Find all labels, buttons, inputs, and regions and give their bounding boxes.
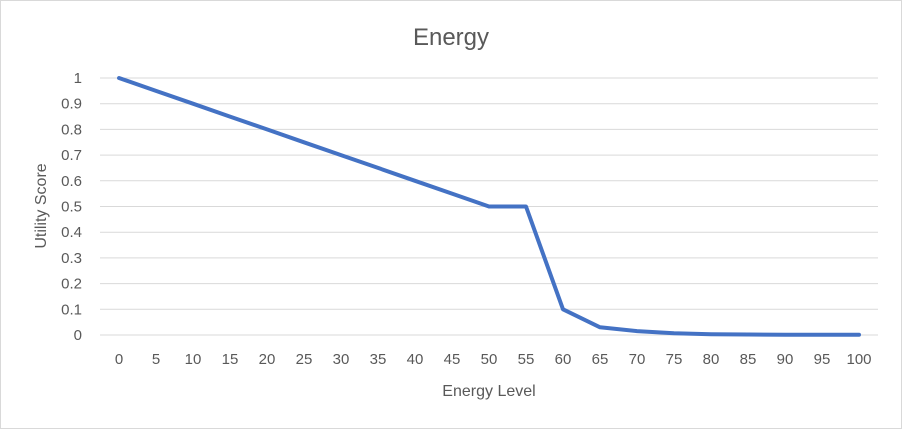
x-tick-label: 15 bbox=[222, 351, 239, 368]
y-tick-label: 0 bbox=[74, 327, 82, 344]
y-axis-label: Utility Score bbox=[33, 163, 50, 248]
x-tick-label: 55 bbox=[518, 351, 535, 368]
x-tick-label: 35 bbox=[370, 351, 387, 368]
y-tick-label: 0.5 bbox=[61, 199, 82, 216]
y-tick-label: 0.4 bbox=[61, 224, 82, 241]
y-tick-label: 0.3 bbox=[61, 250, 82, 267]
series-line bbox=[117, 76, 861, 337]
y-tick-label: 0.1 bbox=[61, 301, 82, 318]
x-tick-label: 95 bbox=[814, 351, 831, 368]
x-tick-label: 75 bbox=[666, 351, 683, 368]
x-tick-label: 0 bbox=[115, 351, 123, 368]
x-tick-label: 85 bbox=[740, 351, 757, 368]
x-tick-label: 20 bbox=[259, 351, 276, 368]
x-axis-tick-labels: 0 5 10 15 20 25 30 35 40 45 50 55 60 65 70 75 80 85 90 95 10… bbox=[115, 351, 872, 368]
x-tick-label: 90 bbox=[777, 351, 794, 368]
y-tick-label: 0.2 bbox=[61, 276, 82, 293]
x-tick-label: 50 bbox=[481, 351, 498, 368]
x-axis-label: Energy Level bbox=[442, 383, 535, 400]
x-tick-label: 100 bbox=[846, 351, 871, 368]
x-tick-label: 5 bbox=[152, 351, 160, 368]
y-tick-label: 0.8 bbox=[61, 121, 82, 138]
x-tick-label: 80 bbox=[703, 351, 720, 368]
x-tick-label: 30 bbox=[333, 351, 350, 368]
x-tick-label: 70 bbox=[629, 351, 646, 368]
x-tick-label: 60 bbox=[555, 351, 572, 368]
x-tick-label: 25 bbox=[296, 351, 313, 368]
y-tick-label: 1 bbox=[74, 70, 82, 87]
x-tick-label: 40 bbox=[407, 351, 424, 368]
chart-title: Energy bbox=[413, 24, 489, 51]
series-group bbox=[117, 76, 861, 337]
x-tick-label: 45 bbox=[444, 351, 461, 368]
y-tick-label: 0.7 bbox=[61, 147, 82, 164]
x-tick-label: 10 bbox=[185, 351, 202, 368]
y-tick-label: 0.9 bbox=[61, 96, 82, 113]
x-tick-label: 65 bbox=[592, 351, 609, 368]
y-axis-tick-labels: 0 0.1 0.2 0.3 0.4 0.5 0.6 0.7 0.8 0.9 1 bbox=[61, 70, 82, 344]
y-tick-label: 0.6 bbox=[61, 173, 82, 190]
